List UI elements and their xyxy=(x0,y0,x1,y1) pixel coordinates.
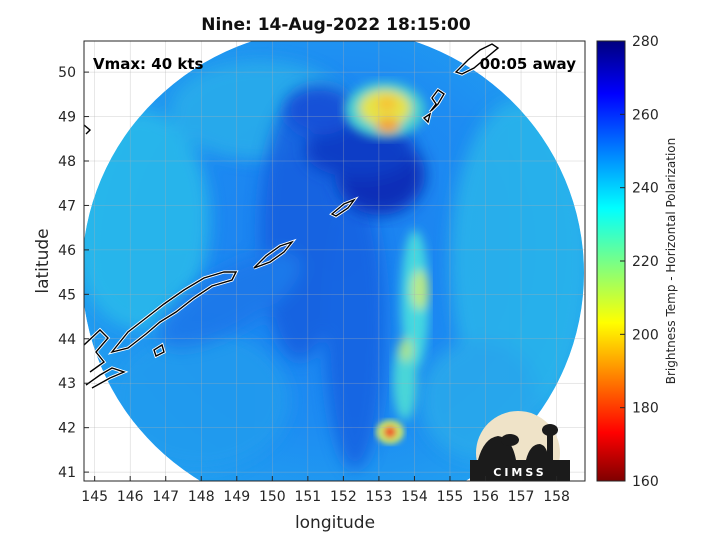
colorbar-tick-label: 280 xyxy=(632,34,659,50)
y-tick-label: 44 xyxy=(58,332,76,348)
x-tick-label: 147 xyxy=(152,489,179,505)
colorbar-tick-label: 200 xyxy=(632,327,659,343)
y-axis-label: latitude xyxy=(33,228,53,293)
x-tick-label: 146 xyxy=(117,489,144,505)
grid-lines xyxy=(84,41,585,481)
colorbar-tick-label: 160 xyxy=(632,474,659,490)
y-tick-label: 42 xyxy=(58,421,76,437)
cimss-logo: CIMSS xyxy=(470,411,570,481)
y-tick-label: 50 xyxy=(58,65,76,81)
plot-area: CIMSS xyxy=(84,41,585,481)
colorbar-ticks: 160 180 200 220 240 260 280 xyxy=(620,34,659,490)
y-tick-label: 48 xyxy=(58,154,76,170)
colorbar-label: Brightness Temp - Horizontal Polarizatio… xyxy=(664,138,678,385)
cold-core-region xyxy=(285,85,425,215)
colorbar-tick-label: 240 xyxy=(632,181,659,197)
colorbar-tick-label: 260 xyxy=(632,107,659,123)
colorbar-tick-label: 180 xyxy=(632,401,659,417)
y-axis: 41 42 43 44 45 46 47 48 49 50 xyxy=(58,65,89,481)
y-tick-label: 43 xyxy=(58,376,76,392)
x-tick-label: 156 xyxy=(472,489,499,505)
plot-title: Nine: 14-Aug-2022 18:15:00 xyxy=(201,15,471,35)
time-away-annotation: 00:05 away xyxy=(480,55,577,73)
x-tick-label: 151 xyxy=(294,489,321,505)
y-tick-label: 41 xyxy=(58,465,76,481)
x-tick-label: 150 xyxy=(259,489,286,505)
x-tick-label: 157 xyxy=(508,489,535,505)
x-tick-label: 149 xyxy=(223,489,250,505)
y-tick-label: 45 xyxy=(58,287,76,303)
x-tick-label: 155 xyxy=(437,489,464,505)
x-tick-label: 148 xyxy=(188,489,215,505)
coastlines xyxy=(84,42,501,390)
y-tick-label: 49 xyxy=(58,110,76,126)
colorbar: 160 180 200 220 240 260 280 Brightness Temp - … xyxy=(596,34,678,490)
x-tick-label: 145 xyxy=(81,489,108,505)
warm-cluster-north xyxy=(345,82,425,138)
y-tick-label: 46 xyxy=(58,243,76,259)
x-axis-label: longitude xyxy=(295,513,375,533)
x-axis: 145 146 147 148 149 150 151 152 153 154 155 156 157 1… xyxy=(81,476,570,505)
convective-band xyxy=(393,230,429,420)
vmax-annotation: Vmax: 40 kts xyxy=(93,55,203,73)
plot-frame xyxy=(83,40,586,482)
x-tick-label: 154 xyxy=(401,489,428,505)
logo-text: CIMSS xyxy=(493,466,546,479)
x-tick-label: 152 xyxy=(330,489,357,505)
y-tick-label: 47 xyxy=(58,198,76,214)
warm-spot-south xyxy=(376,420,404,444)
x-tick-label: 153 xyxy=(366,489,393,505)
x-tick-label: 158 xyxy=(543,489,570,505)
colorbar-tick-label: 220 xyxy=(632,254,659,270)
